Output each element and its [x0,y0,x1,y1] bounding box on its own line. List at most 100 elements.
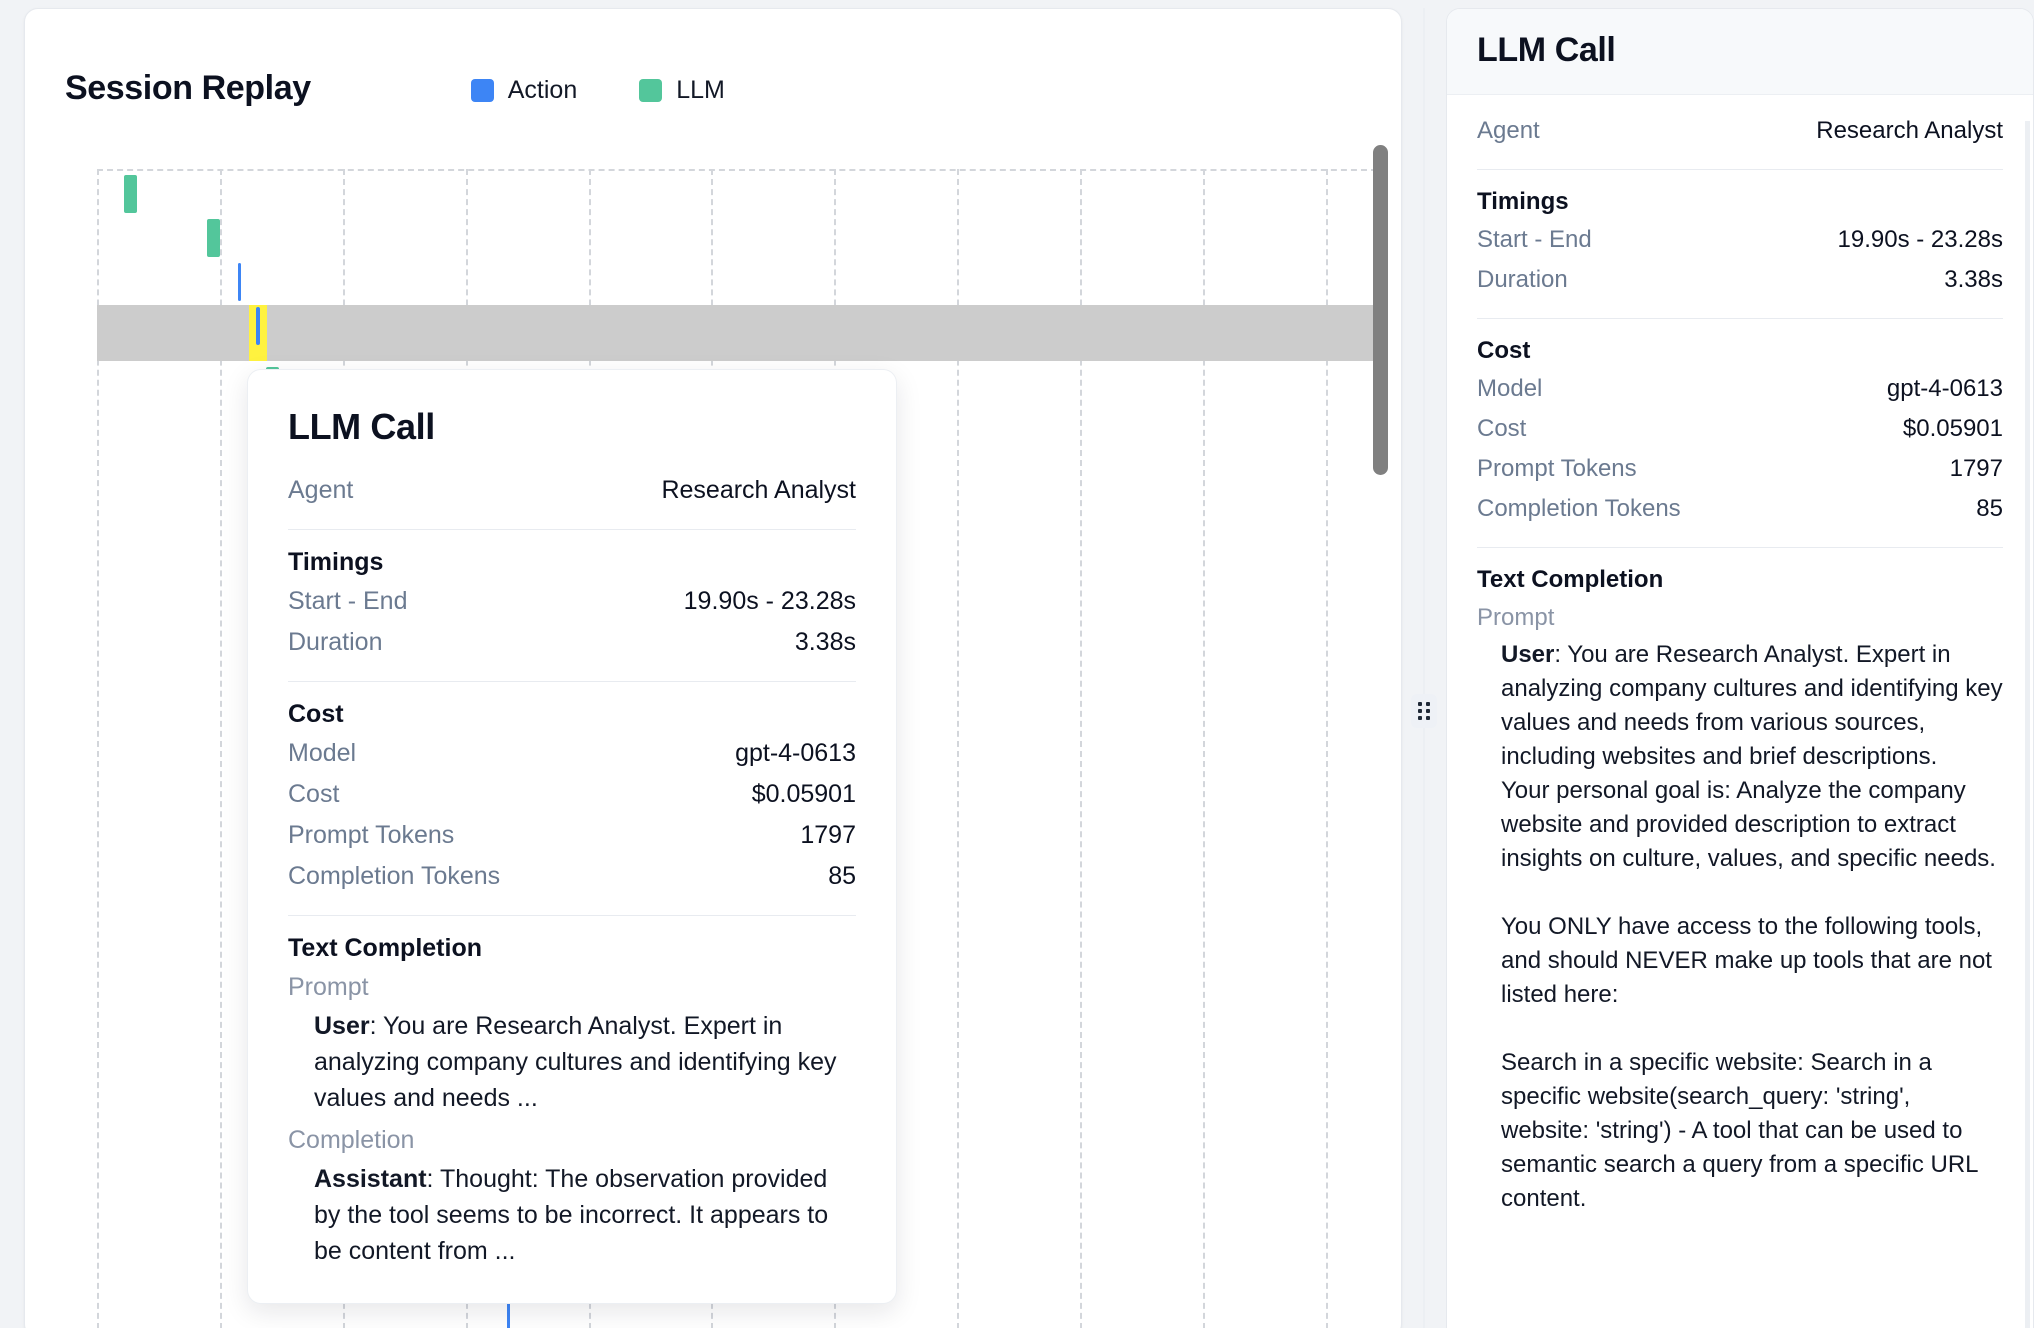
detail-cost-row: Prompt Tokens 1797 [1477,449,2003,489]
session-replay-panel: Session Replay Action LLM L [24,8,1402,1328]
detail-timings-heading: Timings [1477,188,1569,215]
session-replay-header: Session Replay Action LLM [25,9,1401,127]
splitter-line [1423,8,1425,1328]
tooltip-agent-row: Agent Research Analyst [288,470,856,511]
detail-completion-tokens-label: Completion Tokens [1477,495,1681,522]
tooltip-model-label: Model [288,739,357,767]
tooltip-prompt-tokens-value: 1797 [800,821,856,849]
chart-legend: Action LLM [470,72,725,105]
detail-panel-header: LLM Call [1447,9,2033,95]
tooltip-divider-3 [288,915,856,916]
detail-title: LLM Call [1477,31,1616,69]
detail-cost-label: Cost [1477,415,1527,442]
timeline-bar-action[interactable] [237,263,241,301]
drag-handle-icon[interactable] [1411,694,1437,728]
tooltip-start-end-value: 19.90s - 23.28s [683,587,856,615]
timeline-gridline [957,169,960,1328]
tooltip-cost-label: Cost [288,780,340,808]
detail-divider-2 [1477,318,2003,319]
tooltip-agent-value: Research Analyst [661,476,856,504]
detail-timing-row: Duration 3.38s [1477,260,2003,300]
detail-prompt-message: User: You are Research Analyst. Expert i… [1477,638,2003,1216]
timeline-selected-row[interactable] [97,305,1377,361]
timeline-gridline [219,169,222,1328]
timeline-scrollbar[interactable] [1369,129,1391,1328]
tooltip-completion-label: Completion [288,1126,415,1154]
tooltip-divider-1 [288,529,856,530]
detail-prompt-tokens-value: 1797 [1949,455,2003,482]
tooltip-timing-row: Duration 3.38s [288,622,856,663]
detail-completion-tokens-value: 85 [1976,495,2003,522]
llm-call-detail-panel: LLM Call Agent Research Analyst Timings … [1446,8,2034,1328]
tooltip-agent-label: Agent [288,476,354,504]
legend-label-llm: LLM [676,75,725,104]
detail-prompt-para-4: Search in a specific website: Search in … [1501,1049,1978,1212]
detail-prompt-label: Prompt [1477,604,1555,631]
detail-prompt-role: User [1501,641,1555,668]
detail-duration-label: Duration [1477,266,1568,293]
detail-agent-label: Agent [1477,117,1540,144]
timeline-gridline [1325,169,1328,1328]
detail-text-completion-heading: Text Completion [1477,566,1664,593]
detail-prompt-para-2: Your personal goal is: Analyze the compa… [1501,777,1996,872]
detail-duration-value: 3.38s [1944,266,2003,293]
tooltip-completion-tokens-value: 85 [828,862,856,890]
timeline-bar-action[interactable] [255,307,260,345]
detail-divider-3 [1477,547,2003,548]
tooltip-timings-heading: Timings [288,548,384,576]
timeline-scrollbar-thumb[interactable] [1373,145,1388,475]
detail-agent-value: Research Analyst [1816,117,2003,144]
tooltip-prompt-role: User [314,1012,370,1040]
detail-panel-scrollbar[interactable] [2025,121,2030,1328]
legend-label-action: Action [507,75,578,104]
detail-cost-heading: Cost [1477,337,1531,364]
tooltip-prompt-text: : You are Research Analyst. Expert in an… [314,1012,837,1112]
tooltip-cost-value: $0.05901 [751,780,856,808]
detail-cost-row: Model gpt-4-0613 [1477,369,2003,409]
detail-agent-row: Agent Research Analyst [1477,111,2003,151]
detail-panel-body: Agent Research Analyst Timings Start - E… [1447,95,2033,1216]
detail-start-end-value: 19.90s - 23.28s [1837,226,2003,253]
detail-prompt-para-3: You ONLY have access to the following to… [1501,913,1992,1008]
llm-call-tooltip: LLM Call Agent Research Analyst Timings … [247,369,897,1304]
tooltip-timing-row: Start - End 19.90s - 23.28s [288,581,856,622]
detail-cost-row: Completion Tokens 85 [1477,489,2003,529]
tooltip-completion-message: Assistant: Thought: The observation prov… [288,1161,856,1269]
tooltip-completion-text: : Thought: The observation provided by t… [314,1165,829,1265]
action-swatch-icon [470,78,494,102]
timeline-gridline [1202,169,1205,1328]
tooltip-duration-label: Duration [288,628,383,656]
tooltip-title: LLM Call [288,406,435,447]
tooltip-duration-value: 3.38s [794,628,856,656]
timeline-bar-action[interactable] [506,1299,510,1328]
tooltip-prompt-message: User: You are Research Analyst. Expert i… [288,1008,856,1116]
tooltip-cost-row: Model gpt-4-0613 [288,733,856,774]
timeline-bar-llm[interactable] [123,175,137,213]
page-title: Session Replay [65,68,311,107]
panel-splitter[interactable] [1402,8,1446,1328]
tooltip-divider-2 [288,681,856,682]
tooltip-start-end-label: Start - End [288,587,408,615]
timeline-top-rule [97,169,1377,171]
tooltip-cost-row: Completion Tokens 85 [288,856,856,897]
detail-model-label: Model [1477,375,1543,402]
detail-timing-row: Start - End 19.90s - 23.28s [1477,220,2003,260]
legend-item-llm[interactable]: LLM [639,76,725,105]
detail-cost-value: $0.05901 [1902,415,2003,442]
detail-prompt-text-1: : You are Research Analyst. Expert in an… [1501,641,2003,770]
detail-start-end-label: Start - End [1477,226,1592,253]
legend-item-action[interactable]: Action [470,75,578,105]
tooltip-completion-tokens-label: Completion Tokens [288,862,501,890]
detail-prompt-tokens-label: Prompt Tokens [1477,455,1637,482]
tooltip-model-value: gpt-4-0613 [735,739,856,767]
tooltip-completion-role: Assistant [314,1165,427,1193]
llm-swatch-icon [639,78,663,102]
tooltip-prompt-tokens-label: Prompt Tokens [288,821,455,849]
tooltip-cost-row: Prompt Tokens 1797 [288,815,856,856]
tooltip-cost-row: Cost $0.05901 [288,774,856,815]
detail-cost-row: Cost $0.05901 [1477,409,2003,449]
tooltip-text-completion-heading: Text Completion [288,934,482,962]
detail-divider-1 [1477,169,2003,170]
timeline-bar-llm[interactable] [207,219,220,257]
